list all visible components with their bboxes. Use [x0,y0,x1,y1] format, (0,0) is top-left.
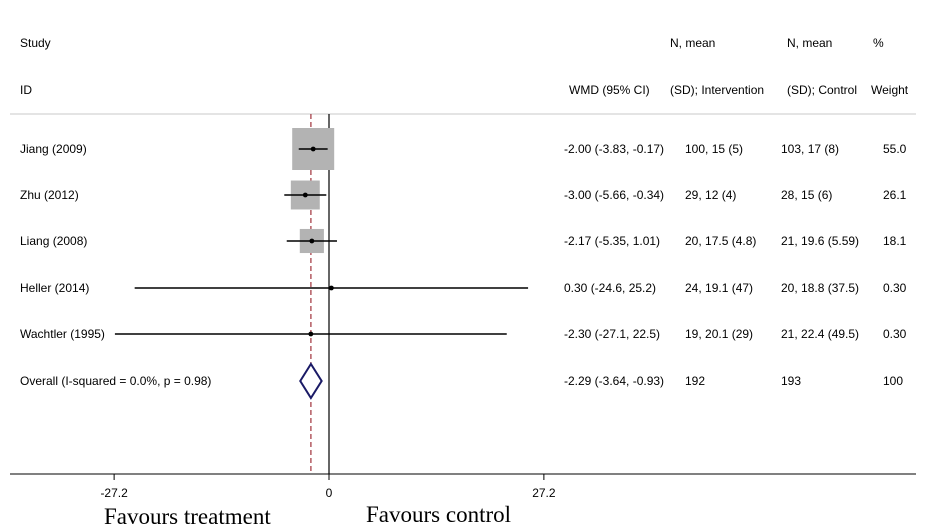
study-label: Jiang (2009) [20,142,87,156]
point-estimate [310,146,316,152]
effect-text: -2.30 (-27.1, 22.5) [564,327,660,341]
weight-text: 0.30 [883,281,907,295]
plot-marks [114,114,529,474]
control-text: 21, 19.6 (5.59) [781,234,859,248]
header-study: Study [20,36,51,50]
intervention-text: 24, 19.1 (47) [685,281,753,295]
study-label: Heller (2014) [20,281,89,295]
header-id: ID [20,83,32,97]
control-text: 20, 18.8 (37.5) [781,281,859,295]
overall-weight-text: 100 [883,374,903,388]
point-estimate [328,285,334,291]
control-text: 21, 22.4 (49.5) [781,327,859,341]
header-control-1: N, mean [787,36,832,50]
intervention-text: 100, 15 (5) [685,142,743,156]
study-label: Zhu (2012) [20,188,79,202]
effect-text: -3.00 (-5.66, -0.34) [564,188,664,202]
x-tick-label: 0 [326,486,333,500]
x-axis: -27.2 0 27.2 [100,474,556,500]
effect-text: -2.17 (-5.35, 1.01) [564,234,660,248]
x-tick-label: -27.2 [100,486,128,500]
favours-right-label: Favours control [366,502,511,526]
overall-diamond [299,362,323,400]
row-text: Jiang (2009) -2.00 (-3.83, -0.17) 100, 15 … [20,142,907,388]
point-estimate [308,331,314,337]
weight-text: 18.1 [883,234,907,248]
header-weight-1: % [873,36,884,50]
study-label: Wachtler (1995) [20,327,105,341]
favours-left-label: Favours treatment [104,504,271,526]
weight-text: 0.30 [883,327,907,341]
intervention-text: 19, 20.1 (29) [685,327,753,341]
study-label: Liang (2008) [20,234,87,248]
intervention-text: 29, 12 (4) [685,188,736,202]
header-effect: WMD (95% CI) [569,83,650,97]
column-headers: Study ID WMD (95% CI) N, mean (SD); Inte… [20,36,909,97]
header-control-2: (SD); Control [787,83,857,97]
effect-text: -2.00 (-3.83, -0.17) [564,142,664,156]
overall-label: Overall (I-squared = 0.0%, p = 0.98) [20,374,211,388]
header-intervention-1: N, mean [670,36,715,50]
weight-text: 26.1 [883,188,907,202]
intervention-text: 20, 17.5 (4.8) [685,234,756,248]
point-estimate [309,238,315,244]
header-weight-2: Weight [871,83,909,97]
weight-text: 55.0 [883,142,907,156]
point-estimate [302,192,308,198]
header-intervention-2: (SD); Intervention [670,83,764,97]
overall-intervention-text: 192 [685,374,705,388]
control-text: 28, 15 (6) [781,188,832,202]
overall-control-text: 193 [781,374,801,388]
x-tick-label: 27.2 [532,486,556,500]
overall-effect-text: -2.29 (-3.64, -0.93) [564,374,664,388]
control-text: 103, 17 (8) [781,142,839,156]
effect-text: 0.30 (-24.6, 25.2) [564,281,656,295]
